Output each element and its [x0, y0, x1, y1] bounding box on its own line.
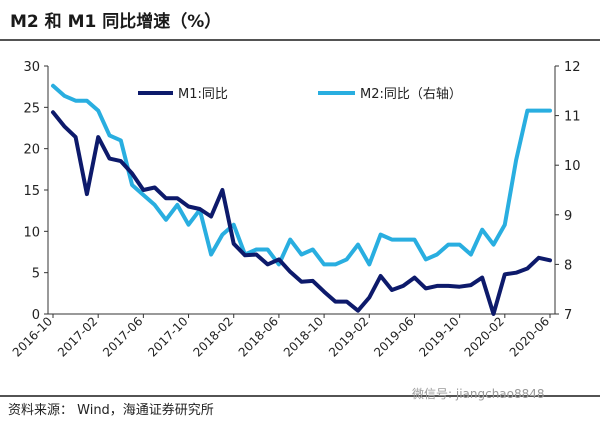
left-tick-label: 30	[23, 60, 40, 75]
chart-title: M2 和 M1 同比增速（%）	[10, 11, 221, 32]
right-tick-label: 12	[564, 60, 581, 75]
legend: M1:同比 M2:同比（右轴）	[138, 87, 462, 102]
source-note: 资料来源： Wind，海通证券研究所	[8, 402, 214, 418]
x-tick-label: 2019-02	[326, 314, 371, 359]
x-tick-label: 2019-10	[416, 314, 461, 359]
right-tick-label: 10	[564, 159, 581, 174]
left-tick-label: 5	[32, 267, 40, 282]
x-axis-ticks: 2016-10 2017-02 2017-06 2017-10 2018-02 2018-…	[10, 314, 552, 360]
x-tick-label: 2017-06	[100, 314, 145, 359]
right-tick-label: 8	[564, 258, 572, 273]
legend-label-m2: M2:同比（右轴）	[360, 87, 462, 102]
right-tick-label: 11	[564, 110, 581, 125]
left-tick-label: 0	[32, 308, 40, 323]
x-tick-label: 2017-02	[55, 314, 100, 359]
left-tick-label: 20	[23, 143, 40, 158]
right-tick-label: 9	[564, 209, 572, 224]
plot-area	[47, 66, 556, 315]
left-tick-label: 15	[23, 184, 40, 199]
x-tick-label: 2020-02	[462, 314, 507, 359]
right-axis-ticks: 7 8 9 10 11 12	[555, 60, 581, 323]
series-lines	[51, 83, 552, 316]
series-line-m1	[51, 110, 552, 316]
left-tick-label: 10	[23, 225, 40, 240]
right-tick-label: 7	[564, 308, 572, 323]
x-tick-label: 2018-02	[190, 314, 235, 359]
x-tick-label: 2019-06	[371, 314, 416, 359]
x-tick-label: 2018-10	[281, 314, 326, 359]
x-tick-label: 2017-10	[145, 314, 190, 359]
x-tick-label: 2020-06	[507, 314, 552, 359]
left-axis-ticks: 0 5 10 15 20 25 30	[23, 60, 48, 323]
left-tick-label: 25	[23, 101, 40, 116]
series-line-m2	[51, 83, 552, 267]
legend-label-m1: M1:同比	[178, 87, 228, 102]
x-tick-label: 2018-06	[236, 314, 281, 359]
watermark: 微信号: jiangchao8848	[412, 387, 545, 401]
